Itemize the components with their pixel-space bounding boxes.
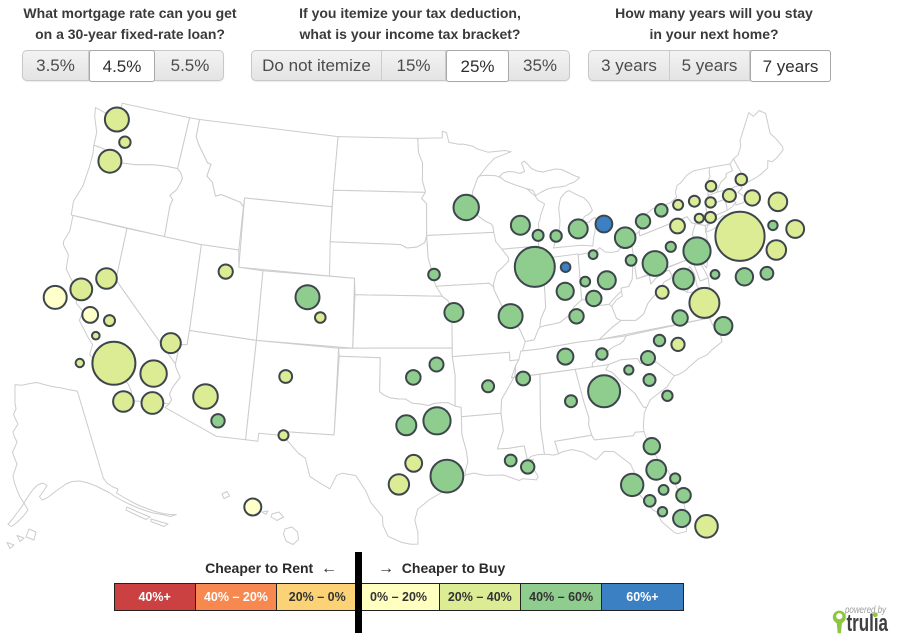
svg-text:trulia: trulia [847, 610, 889, 637]
svg-text:powered by: powered by [844, 605, 887, 616]
